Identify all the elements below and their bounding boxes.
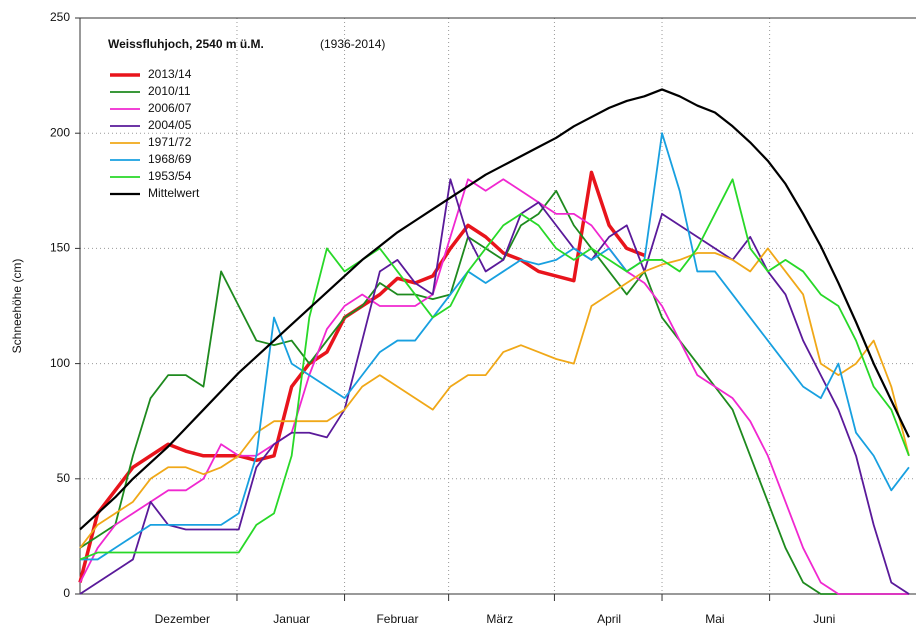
x-tick-label: Januar — [273, 612, 310, 626]
series-line — [80, 132, 910, 561]
legend-label: 1953/54 — [148, 169, 192, 183]
y-tick-label: 100 — [50, 356, 70, 370]
series-line — [79, 178, 909, 595]
legend-label: 2006/07 — [148, 101, 192, 115]
legend-label: 2010/11 — [148, 84, 191, 98]
y-tick-label: 0 — [63, 586, 70, 600]
legend-label: 1968/69 — [148, 152, 192, 166]
legend-label: 2013/14 — [148, 67, 192, 81]
x-tick-label: Juni — [813, 612, 835, 626]
legend-label: Mittelwert — [148, 186, 200, 200]
x-tick-label: Februar — [376, 612, 418, 626]
legend-label: 2004/05 — [148, 118, 192, 132]
x-tick-label: Mai — [705, 612, 724, 626]
y-axis-label: Schneehöhe (cm) — [10, 259, 24, 354]
chart-subtitle: (1936-2014) — [320, 37, 385, 51]
series-line — [79, 247, 910, 549]
y-tick-label: 250 — [50, 10, 70, 24]
series-line — [79, 189, 909, 595]
y-tick-label: 150 — [50, 241, 70, 255]
y-tick-label: 50 — [57, 471, 71, 485]
x-tick-label: April — [597, 612, 621, 626]
series-line — [79, 178, 910, 595]
series-line — [79, 178, 910, 561]
y-tick-label: 200 — [50, 125, 70, 139]
series-line — [79, 88, 910, 531]
legend-label: 1971/72 — [148, 135, 192, 149]
x-tick-label: März — [486, 612, 513, 626]
chart-title: Weissfluhjoch, 2540 m ü.M. — [108, 37, 264, 51]
x-tick-label: Dezember — [155, 612, 210, 626]
